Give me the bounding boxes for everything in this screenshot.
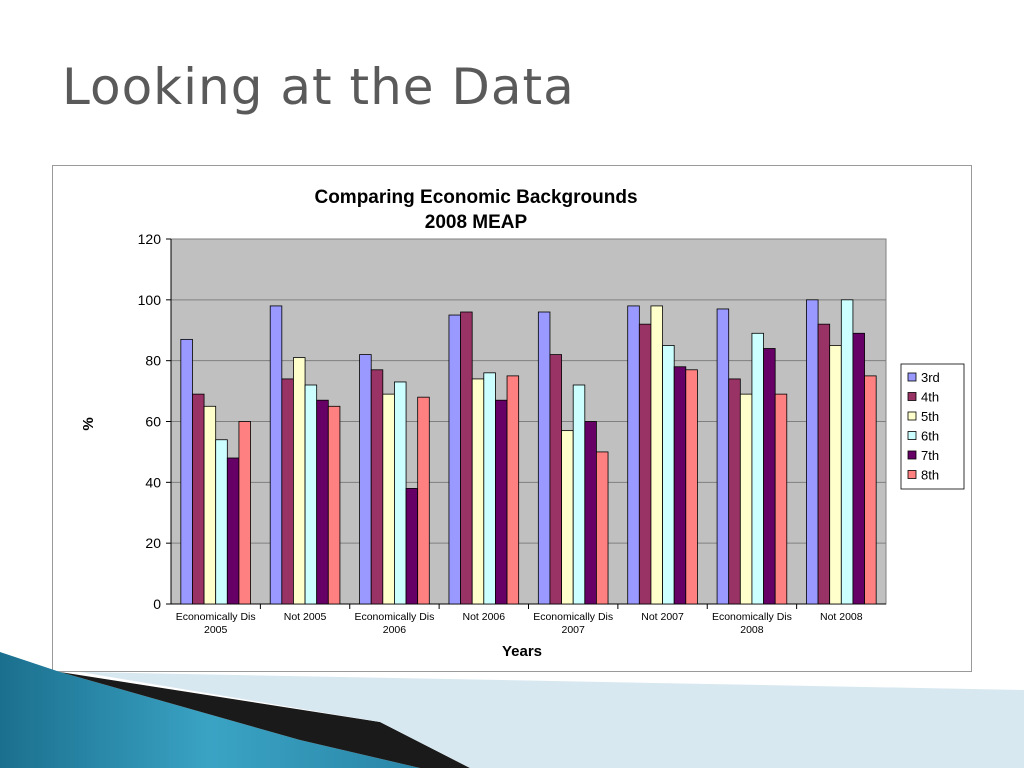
y-tick-label: 20 — [145, 535, 161, 551]
x-category-label: 2006 — [383, 624, 407, 636]
legend-label-7th: 7th — [921, 448, 939, 463]
legend-box — [900, 363, 965, 490]
bar-8th-5 — [596, 451, 609, 605]
x-axis-title: Years — [502, 643, 542, 660]
bar-8th-8 — [864, 375, 877, 605]
bar-8th-2 — [327, 405, 341, 605]
legend-swatch-4th — [907, 392, 917, 401]
y-tick-label: 40 — [145, 474, 161, 490]
slide-title: Looking at the Data — [62, 58, 575, 116]
y-axis-title: % — [80, 417, 97, 430]
light-swoosh-shape — [80, 672, 1024, 768]
legend-label-6th: 6th — [921, 429, 939, 444]
bar-8th-3 — [417, 396, 430, 605]
bar-chart: Comparing Economic Backgrounds 2008 MEAP… — [80, 187, 965, 660]
x-category-label: Not 2005 — [284, 611, 327, 623]
legend-swatch-8th — [907, 470, 917, 479]
chart-container: Comparing Economic Backgrounds 2008 MEAP… — [52, 165, 972, 672]
x-category-label: Economically Dis — [354, 611, 434, 623]
teal-swoosh-shape — [0, 652, 420, 768]
legend-label-8th: 8th — [921, 468, 939, 483]
y-tick-label: 100 — [138, 292, 162, 308]
x-category-label: 2007 — [562, 624, 586, 636]
legend-swatch-5th — [907, 411, 917, 421]
x-category-label: Not 2008 — [820, 611, 863, 623]
y-tick-label: 60 — [145, 414, 161, 430]
y-tick-label: 0 — [153, 596, 161, 612]
bar-8th-7 — [774, 393, 788, 605]
x-category-label: Economically Dis — [533, 611, 613, 623]
bar-8th-4 — [506, 375, 520, 605]
y-tick-label: 80 — [145, 353, 161, 369]
legend-swatch-7th — [907, 450, 917, 460]
x-category-label: Not 2006 — [462, 611, 505, 623]
chart-title: Comparing Economic Backgrounds — [314, 187, 637, 208]
bar-8th-6 — [685, 369, 698, 605]
black-swoosh-shape — [60, 672, 470, 768]
x-category-label: Not 2007 — [641, 611, 684, 623]
legend-label-5th: 5th — [921, 409, 939, 424]
legend-label-3rd: 3rd — [921, 370, 940, 385]
legend-label-4th: 4th — [921, 390, 939, 405]
x-category-label: 2008 — [740, 624, 764, 636]
legend-swatch-3rd — [907, 372, 917, 382]
x-category-label: Economically Dis — [176, 611, 256, 623]
legend: 3rd 4th 5th 6th 7th 8th — [900, 363, 965, 490]
y-tick-label: 120 — [138, 231, 162, 247]
bar-8th-1 — [238, 421, 251, 605]
x-category-label: 2005 — [204, 624, 228, 636]
x-category-label: Economically Dis — [712, 611, 792, 623]
chart-subtitle: 2008 MEAP — [425, 212, 528, 233]
legend-swatch-6th — [907, 431, 917, 440]
